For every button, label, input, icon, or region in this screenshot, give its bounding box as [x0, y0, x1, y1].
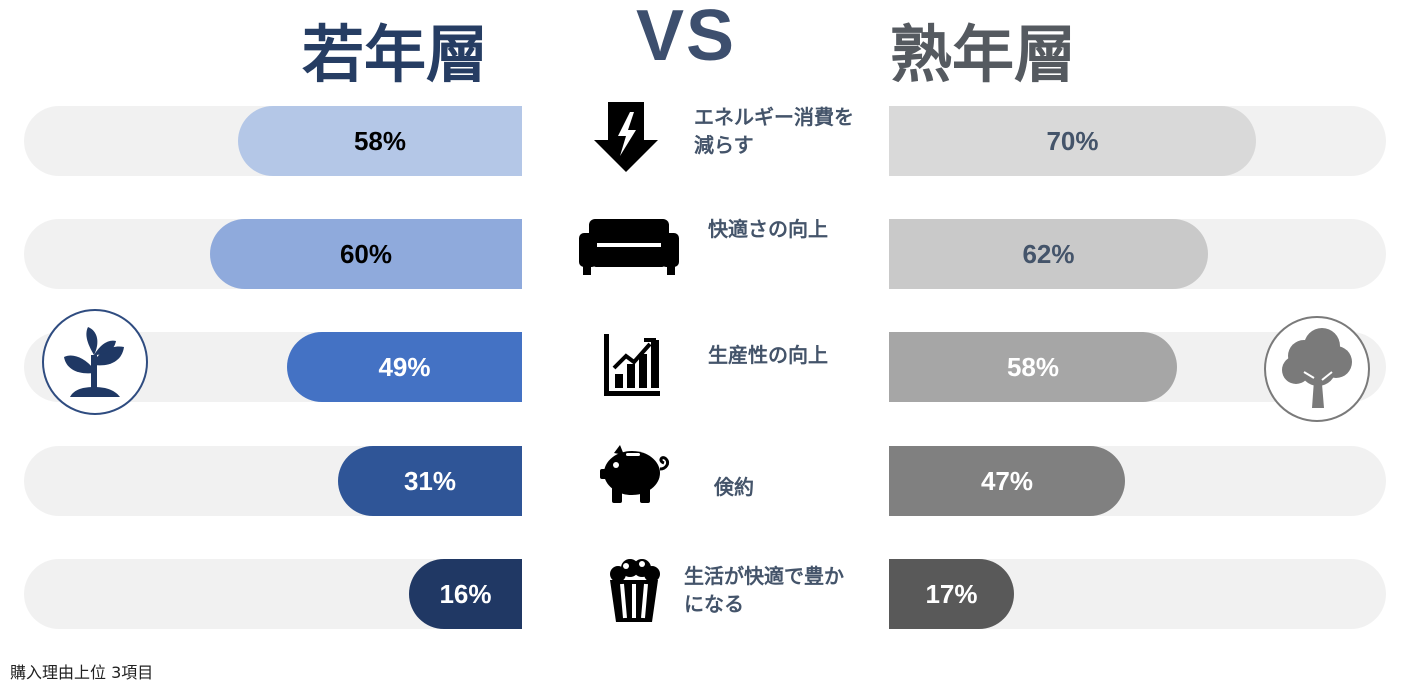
young-bar: 60%: [210, 219, 522, 289]
category-label-thrift: 倹約: [714, 475, 754, 499]
senior-bar: 58%: [889, 332, 1177, 402]
category-label-rich-life: 生活が快適で豊か になる: [684, 564, 844, 616]
footnote: 購入理由上位 3項目: [10, 663, 154, 682]
senior-track: 47%: [889, 446, 1386, 516]
vs-label: VS: [636, 0, 737, 76]
young-bar: 49%: [287, 332, 522, 402]
young-title: 若年層: [302, 18, 489, 91]
energy-down-icon: [594, 102, 658, 172]
young-track: 31%: [24, 446, 522, 516]
category-label-productivity: 生産性の向上: [708, 343, 828, 367]
tree-icon: [1282, 328, 1352, 408]
popcorn-icon: [610, 559, 660, 622]
young-badge: [42, 309, 148, 415]
category-label-comfort: 快適さの向上: [708, 217, 828, 241]
senior-bar: 62%: [889, 219, 1208, 289]
senior-badge: [1264, 316, 1370, 422]
senior-bar: 70%: [889, 106, 1256, 176]
young-track: 16%: [24, 559, 522, 629]
young-bar: 16%: [409, 559, 522, 629]
young-track: 60%: [24, 219, 522, 289]
senior-bar: 47%: [889, 446, 1125, 516]
category-label-energy: エネルギー消費を 減らす: [694, 105, 854, 157]
sofa-icon: [579, 219, 679, 275]
young-track: 58%: [24, 106, 522, 176]
young-bar: 58%: [238, 106, 522, 176]
young-bar: 31%: [338, 446, 522, 516]
senior-track: 70%: [889, 106, 1386, 176]
piggy-bank-icon: [600, 445, 670, 503]
senior-track: 17%: [889, 559, 1386, 629]
senior-title: 熟年層: [890, 18, 1077, 91]
bar-chart-icon: [604, 334, 660, 396]
sprout-icon: [64, 327, 124, 397]
senior-bar: 17%: [889, 559, 1014, 629]
senior-track: 62%: [889, 219, 1386, 289]
